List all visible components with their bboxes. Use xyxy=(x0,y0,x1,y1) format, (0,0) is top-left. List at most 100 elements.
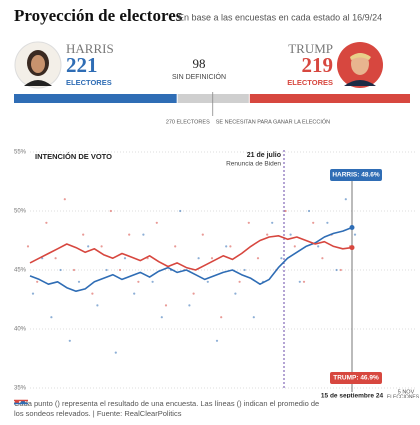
trump-unit: ELECTORES xyxy=(287,78,333,87)
poll-dot xyxy=(220,316,223,319)
end-callout: HARRIS: 48.6% xyxy=(332,172,380,179)
poll-dot xyxy=(307,209,311,213)
undecided-label: SIN DEFINICIÓN xyxy=(172,72,226,81)
event-date: 21 de julio xyxy=(247,152,281,159)
current-date: 15 de septiembre 24 xyxy=(321,393,384,398)
poll-dot xyxy=(326,221,329,224)
poll-dot xyxy=(192,292,195,295)
end-point xyxy=(349,225,355,231)
poll-dot xyxy=(302,280,306,283)
poll-dot xyxy=(96,304,99,307)
plot-area xyxy=(30,150,415,388)
poll-dot xyxy=(137,280,140,283)
subtitle: En base a las encuestas en cada estado a… xyxy=(178,12,382,22)
poll-dot xyxy=(353,233,357,236)
poll-dot xyxy=(312,221,315,224)
end-point xyxy=(349,245,355,251)
footer-text: los sondeos relevados. | Fuente: RealCle… xyxy=(14,409,182,418)
harris-portrait xyxy=(14,41,62,89)
election-date: 5 NOV xyxy=(398,389,415,395)
footer: Cada punto () representa el resultado de… xyxy=(14,399,414,419)
poll-dot xyxy=(289,233,292,236)
poll-dot xyxy=(225,245,228,248)
poll-dot xyxy=(36,280,39,283)
poll-dot xyxy=(266,233,269,236)
undecided-votes: 98 xyxy=(193,56,206,71)
poll-dot xyxy=(87,245,90,248)
average-line xyxy=(29,226,353,292)
poll-dot xyxy=(109,209,112,213)
electoral-bar: 270 ELECTORES SE NECESITAN PARA GANAR LA … xyxy=(14,92,410,125)
poll-dot xyxy=(229,245,232,248)
poll-dot xyxy=(164,304,168,307)
trump-name: TRUMP xyxy=(288,41,333,56)
poll-dot xyxy=(293,245,296,248)
poll-dot xyxy=(197,257,200,260)
trump-votes: 219 xyxy=(302,53,334,77)
line-chart: INTENCIÓN DE VOTO 35% 40% 45% 50% 55% 21 de j… xyxy=(14,150,420,398)
poll-dot xyxy=(114,351,117,354)
poll-dot xyxy=(252,316,255,319)
end-callout: TRUMP: 46.9% xyxy=(333,375,379,382)
poll-dot xyxy=(317,245,320,248)
poll-dot xyxy=(160,316,163,319)
title: Proyección de electores xyxy=(14,6,183,25)
poll-dot xyxy=(174,245,177,248)
poll-dot xyxy=(298,280,301,283)
poll-dot xyxy=(284,209,287,213)
poll-dot xyxy=(63,198,66,201)
poll-dot xyxy=(155,221,158,224)
poll-dot xyxy=(280,257,283,260)
poll-dot xyxy=(151,280,154,283)
poll-dot xyxy=(118,268,122,272)
harris-votes: 221 xyxy=(66,53,98,77)
poll-dot xyxy=(72,268,76,272)
y-tick-label: 35% xyxy=(14,386,27,392)
average-line xyxy=(29,235,353,271)
poll-dot xyxy=(344,198,347,201)
poll-dot xyxy=(210,257,214,260)
end-callout-box xyxy=(330,372,382,384)
poll-dot xyxy=(271,221,274,224)
y-tick-label: 50% xyxy=(14,209,27,215)
poll-dot xyxy=(82,233,85,236)
poll-dot xyxy=(339,268,342,272)
poll-dot xyxy=(123,257,127,260)
poll-dot xyxy=(133,292,136,295)
poll-dot xyxy=(31,292,35,295)
poll-dot xyxy=(26,245,30,248)
threshold-note: SE NECESITAN PARA GANAR LA ELECCIÓN xyxy=(216,118,330,125)
undecided-segment xyxy=(177,94,249,103)
poll-dot xyxy=(206,280,209,283)
poll-dot xyxy=(77,280,81,283)
poll-dot xyxy=(68,339,71,342)
poll-dot xyxy=(45,221,48,224)
poll-dot xyxy=(215,339,219,342)
poll-dot xyxy=(335,268,338,272)
y-tick-label: 55% xyxy=(14,150,27,156)
poll-dot xyxy=(54,257,57,260)
poll-dot xyxy=(188,304,191,307)
chart-title: INTENCIÓN DE VOTO xyxy=(35,152,112,161)
poll-dot xyxy=(247,221,250,224)
end-callout-box xyxy=(330,169,382,181)
poll-dot xyxy=(179,209,182,213)
y-tick-label: 45% xyxy=(14,268,27,274)
harris-segment xyxy=(14,94,177,103)
poll-dot xyxy=(201,233,204,236)
poll-dot xyxy=(142,233,145,236)
event-label: Renuncia de Biden xyxy=(226,161,281,168)
footer-text: ) indican el promedio de xyxy=(239,399,320,408)
poll-dot xyxy=(50,316,53,319)
poll-dot xyxy=(59,268,62,272)
poll-dot xyxy=(321,257,324,260)
y-tick-label: 40% xyxy=(14,327,27,333)
footer-text: ) representa el resultado de una encuest… xyxy=(57,399,240,408)
harris-name: HARRIS xyxy=(66,41,114,56)
trump-portrait xyxy=(337,42,383,88)
poll-dot xyxy=(128,233,131,236)
poll-dot xyxy=(100,245,103,248)
harris-unit: ELECTORES xyxy=(66,78,112,87)
footer-text: Cada punto ( xyxy=(14,399,58,408)
